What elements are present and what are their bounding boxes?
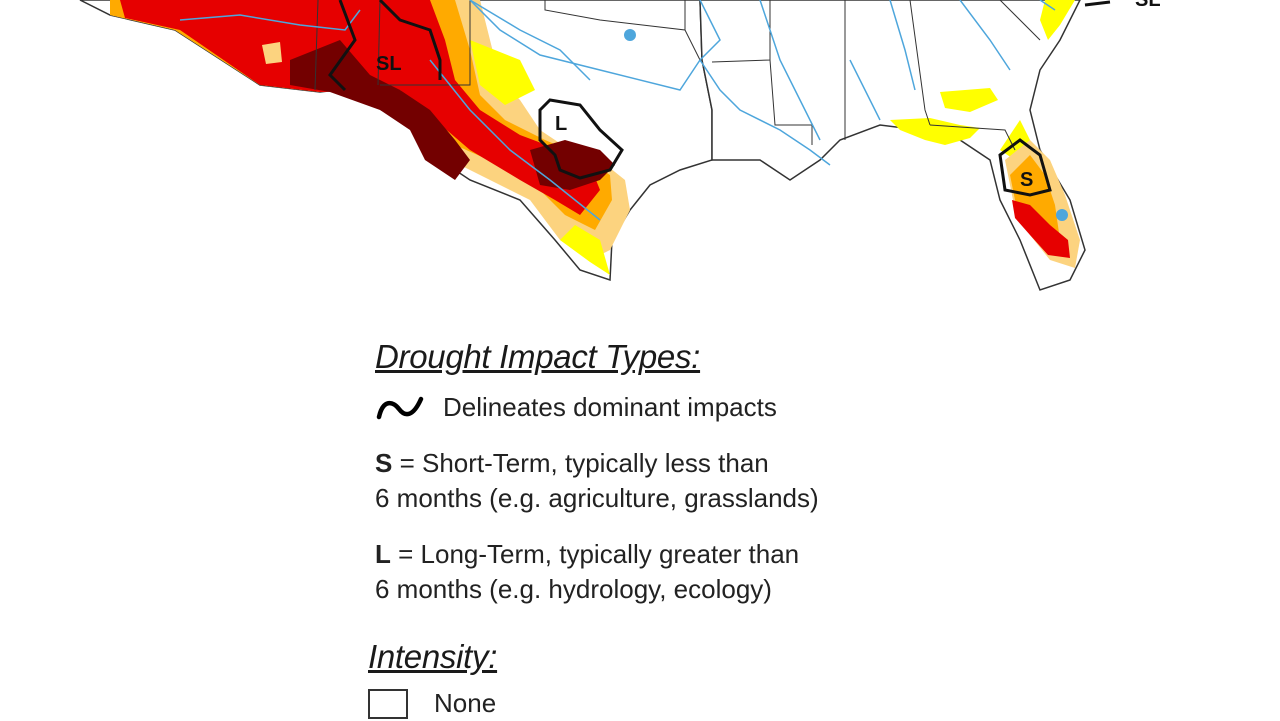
rivers [179,0,1056,221]
long-term-line2: 6 months (e.g. hydrology, ecology) [375,574,772,604]
intensity-swatch-none [368,688,408,719]
state-borders [314,0,1041,151]
short-term-line1: = Short-Term, typically less than [392,448,769,478]
tilde-impact-icon [376,396,424,419]
lake [624,29,636,41]
map-label-sl-east: SL [1135,0,1161,11]
intensity-heading: Intensity: [368,638,498,675]
drought-d0-georgia [940,88,998,112]
short-term-line2: 6 months (e.g. agriculture, grasslands) [375,483,819,513]
drought-d4-southwest [290,40,470,180]
long-term-code: L [375,539,391,569]
short-term-code: S [375,448,393,478]
map-label-l: L [555,113,567,135]
long-term-line1: = Long-Term, typically greater than [390,539,800,569]
drought-d3-southwest [120,0,600,215]
lake-okeechobee [1056,209,1068,221]
map-label-s: S [1020,169,1033,191]
land-southeast [699,0,1086,291]
drought-d1-spot [262,42,282,64]
drought-d3-florida [1012,200,1070,258]
drought-d0-southeast [890,118,980,145]
delineate-row: Delineates dominant impacts [375,390,777,425]
drought-map: SL L S SL [79,0,1161,291]
impact-boundaries [328,0,1111,197]
intensity-label-none: None [434,688,497,718]
map-label-sl: SL [376,53,402,75]
drought-d0-coast [560,225,610,275]
drought-d0-carolina [1040,0,1075,40]
delineate-text: Delineates dominant impacts [443,392,777,422]
intensity-item-none: None [368,686,496,721]
short-term-definition: S = Short-Term, typically less than 6 mo… [375,446,819,516]
long-term-definition: L = Long-Term, typically greater than 6 … [375,537,799,607]
drought-d0-plains [470,40,535,105]
impact-types-heading: Drought Impact Types: [375,338,701,375]
